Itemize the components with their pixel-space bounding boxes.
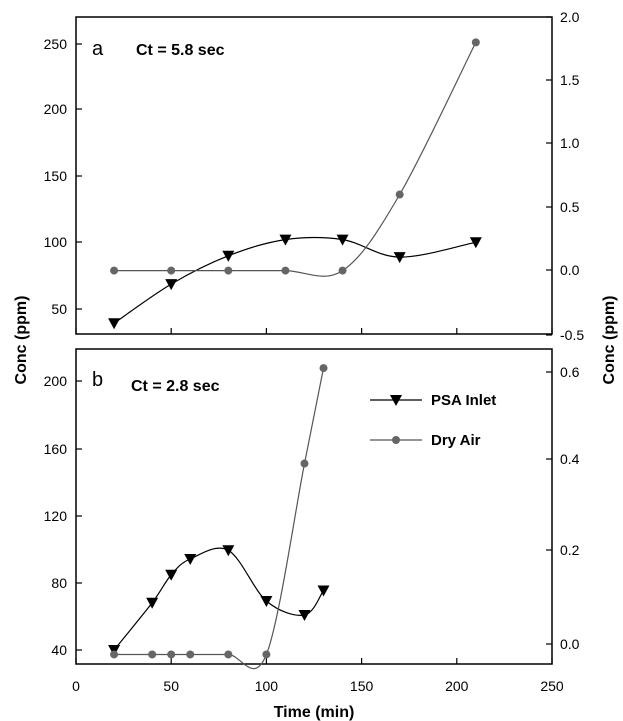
x-tick-label: 150 [350,678,374,694]
psa-inlet-point [336,234,349,246]
psa-inlet-point [165,279,178,291]
y-tick-label: 100 [44,234,68,250]
panel-label: a [92,38,104,60]
psa-inlet-point [393,252,406,264]
y-tick-label: 120 [44,508,68,524]
y-right-tick-label: -0.5 [560,327,584,343]
psa-inlet-point [108,318,121,330]
psa-inlet-point [298,610,311,621]
x-tick-label: 200 [445,678,469,694]
chart-panel-a: 50 100 150 200 250 -0.5 0.0 0.5 1.0 1.5 2.0 a Ct = 5… [44,9,585,343]
y-tick-label: 80 [51,575,67,591]
psa-inlet-point [279,234,292,246]
dry-air-point [110,650,119,659]
y-right-tick-label: 0.5 [560,199,580,215]
psa-inlet-point [469,237,482,249]
y-right-tick-label: 0.0 [560,636,580,652]
contact-time-annotation: Ct = 5.8 sec [136,42,225,59]
dry-air-point [148,650,157,659]
dry-air-point [319,364,328,373]
x-axis-title: Time (min) [274,704,355,721]
dry-air-point [110,266,119,275]
dry-air-point [167,650,176,659]
dry-air-point [395,190,404,199]
y-axis-title: Conc (ppm) [13,296,30,385]
y-tick-label: 200 [44,373,68,389]
y-right-tick-label: 2.0 [560,9,580,25]
shared-labels: Time (min) Conc (ppm) Conc (ppm) [13,296,618,721]
psa-inlet-line [113,547,324,651]
y-right-tick-label: 0.6 [560,364,580,380]
chart-panel-b: 0 50 100 150 200 250 40 80 120 160 200 0.0 0.2 0.4 0.6… [44,348,580,694]
contact-time-annotation: Ct = 2.8 sec [131,378,220,395]
dry-air-point [167,266,176,275]
x-tick-label: 250 [540,678,564,694]
y-tick-label: 200 [44,101,68,117]
plot-frame [75,348,553,665]
legend-label: PSA Inlet [431,392,496,409]
y-tick-label: 250 [44,36,68,52]
dry-air-point [262,650,271,659]
dry-air-line [114,42,477,277]
dry-air-line [114,367,325,670]
dry-air-point [471,38,480,47]
x-tick-label: 0 [72,678,80,694]
psa-inlet-point [184,554,197,565]
psa-inlet-point [260,596,273,607]
legend-marker [390,395,402,406]
legend-marker [392,436,400,444]
plot-frame [75,16,553,335]
psa-inlet-point [146,597,159,609]
psa-inlet-point [222,545,235,557]
y-tick-label: 160 [44,441,68,457]
dry-air-point [224,650,233,659]
y-tick-label: 40 [51,642,67,658]
y-right-tick-label: 0.4 [560,451,580,467]
legend-label: Dry Air [431,432,481,449]
dry-air-point [224,266,233,275]
dry-air-point [300,459,309,468]
psa-inlet-point [222,250,235,262]
dry-air-point [281,266,290,275]
psa-inlet-point [165,569,178,581]
x-tick-label: 100 [255,678,279,694]
psa-inlet-point [317,585,330,597]
y-right-axis-title: Conc (ppm) [601,296,618,385]
dry-air-point [186,650,195,659]
y-tick-label: 50 [51,301,67,317]
x-tick-label: 50 [163,678,179,694]
dry-air-point [338,266,347,275]
y-right-tick-label: 0.0 [560,262,580,278]
panel-label: b [92,369,103,391]
y-right-tick-label: 0.2 [560,542,580,558]
y-right-tick-label: 1.0 [560,135,580,151]
y-right-tick-label: 1.5 [560,72,580,88]
y-tick-label: 150 [44,168,68,184]
legend: PSA Inlet Dry Air [370,392,496,449]
